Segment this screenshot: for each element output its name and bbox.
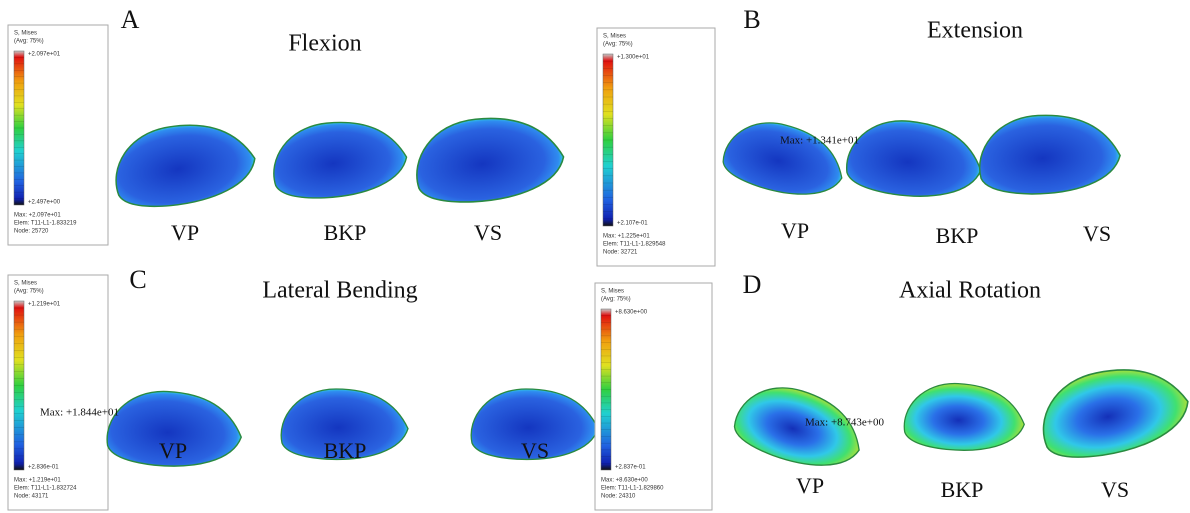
stress-contour xyxy=(416,117,565,203)
legend-node: Node: 32721 xyxy=(603,250,638,256)
legend-node: Node: 43171 xyxy=(14,494,49,500)
legend-title: S, Mises xyxy=(14,31,37,37)
legend-bottom-value: +2.497e+00 xyxy=(28,200,61,206)
stress-contour xyxy=(273,121,408,199)
stress-contour xyxy=(1042,369,1189,458)
legend-elem: Elem: T11-L1-1.833219 xyxy=(14,221,77,227)
legend-max: Max: +2.097e+01 xyxy=(14,213,61,219)
color-bar xyxy=(13,50,25,206)
stress-contour xyxy=(722,122,843,195)
color-bar xyxy=(600,308,612,471)
group-label: VP xyxy=(171,220,199,245)
legend-max: Max: +1.225e+01 xyxy=(603,234,650,240)
panel-title: Flexion xyxy=(288,31,361,57)
legend-box xyxy=(7,24,109,246)
panel-letter: B xyxy=(743,5,760,34)
legend-top-value: +1.300e+01 xyxy=(617,55,650,61)
legend-top-value: +8.630e+00 xyxy=(615,310,648,316)
stress-contour xyxy=(979,114,1121,195)
panel-letter: A xyxy=(121,5,140,34)
legend-avg: (Avg: 75%) xyxy=(14,39,44,45)
legend-avg: (Avg: 75%) xyxy=(14,289,44,295)
legend-title: S, Mises xyxy=(14,281,37,287)
panel-letter: C xyxy=(129,265,146,294)
panel: S, Mises (Avg: 75%) +2.097e+01 +2.497e+00 Ma… xyxy=(7,5,565,246)
legend-elem: Elem: T11-L1-1.829860 xyxy=(601,486,664,492)
stress-contour xyxy=(280,388,409,461)
panel-title: Lateral Bending xyxy=(262,278,417,304)
stress-contour xyxy=(733,387,860,466)
legend-title: S, Mises xyxy=(603,34,626,40)
legend-max: Max: +8.630e+00 xyxy=(601,478,648,484)
color-bar xyxy=(602,53,614,227)
group-label: VS xyxy=(474,220,502,245)
panel: S, Mises (Avg: 75%) +1.219e+01 +2.836e-01 Ma… xyxy=(7,265,599,511)
legend-max: Max: +1.219e+01 xyxy=(14,478,61,484)
legend-top-value: +2.097e+01 xyxy=(28,52,61,58)
legend-top-value: +1.219e+01 xyxy=(28,302,61,308)
group-label: VS xyxy=(1101,477,1129,502)
group-label: BKP xyxy=(936,223,979,248)
legend-elem: Elem: T11-L1-1.829548 xyxy=(603,242,666,248)
legend-bottom-value: +2.836e-01 xyxy=(28,465,59,471)
legend-bottom-value: +2.107e-01 xyxy=(617,221,648,227)
group-label: VS xyxy=(1083,221,1111,246)
legend-box xyxy=(7,274,109,511)
group-label: VS xyxy=(521,438,549,463)
legend-bottom-value: +2.837e-01 xyxy=(615,465,646,471)
panel: S, Mises (Avg: 75%) +1.300e+01 +2.107e-01 Ma… xyxy=(596,5,1121,267)
group-label: BKP xyxy=(941,477,984,502)
group-label: VP xyxy=(781,218,809,243)
legend-avg: (Avg: 75%) xyxy=(601,297,631,303)
max-annotation: Max: +8.743e+00 xyxy=(805,417,885,429)
stress-contour xyxy=(903,382,1025,451)
group-label: VP xyxy=(796,473,824,498)
legend-box xyxy=(596,27,716,267)
panel-title: Extension xyxy=(927,18,1023,44)
legend-node: Node: 24310 xyxy=(601,494,636,500)
legend-elem: Elem: T11-L1-1.832724 xyxy=(14,486,77,492)
panel-letter: D xyxy=(743,270,762,299)
legend-node: Node: 25720 xyxy=(14,229,49,235)
group-label: BKP xyxy=(324,438,367,463)
group-label: VP xyxy=(159,438,187,463)
stress-contour xyxy=(846,120,982,197)
panel-title: Axial Rotation xyxy=(899,278,1041,304)
stress-contour xyxy=(106,390,242,467)
max-annotation: Max: +1.844e+01 xyxy=(40,407,119,419)
legend-box xyxy=(594,282,713,511)
stress-contour xyxy=(115,124,256,208)
legend-title: S, Mises xyxy=(601,289,624,295)
panel: S, Mises (Avg: 75%) +8.630e+00 +2.837e-01 Ma… xyxy=(594,270,1189,511)
color-bar xyxy=(13,300,25,471)
max-annotation: Max: +1.341e+01 xyxy=(780,135,859,147)
legend-avg: (Avg: 75%) xyxy=(603,42,633,48)
group-label: BKP xyxy=(324,220,367,245)
